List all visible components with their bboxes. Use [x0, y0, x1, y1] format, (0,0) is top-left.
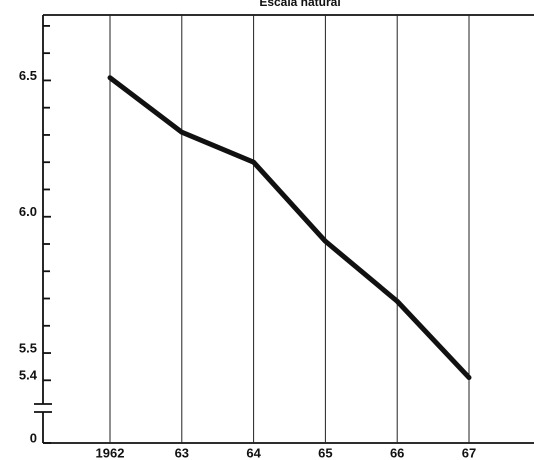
- x-tick-label: 1962: [96, 445, 125, 460]
- data-line: [107, 75, 472, 381]
- y-tick-label: 6.5: [19, 68, 37, 83]
- x-tick-label: 64: [246, 445, 261, 460]
- x-tick-label: 66: [390, 445, 404, 460]
- y-tick-label: 5.4: [19, 368, 38, 383]
- x-tick-label: 67: [462, 445, 476, 460]
- y-tick-label: 6.0: [19, 204, 37, 219]
- x-tick-label: 63: [175, 445, 189, 460]
- chart-title: Escala natural: [259, 0, 340, 9]
- axis-break-gap: [41, 404, 45, 412]
- y-tick-label: 0: [30, 430, 37, 445]
- y-tick-label: 5.5: [19, 340, 37, 355]
- x-tick-label: 65: [318, 445, 332, 460]
